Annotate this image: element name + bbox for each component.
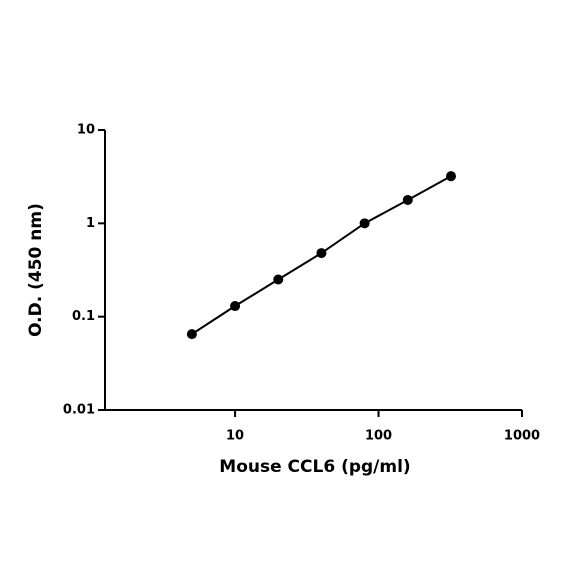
data-point	[402, 194, 413, 205]
x-axis-label: Mouse CCL6 (pg/ml)	[219, 457, 410, 477]
y-axis-label: O.D. (450 nm)	[26, 203, 46, 337]
data-point	[230, 301, 241, 312]
x-tick-label: 10	[226, 429, 244, 444]
data-point	[316, 248, 327, 259]
y-tick-label: 10	[77, 123, 95, 138]
x-tick-label: 1000	[504, 429, 540, 444]
data-point	[359, 218, 370, 229]
x-tick-label: 100	[365, 429, 392, 444]
y-tick-label: 0.1	[72, 309, 95, 324]
y-tick-label: 0.01	[63, 403, 95, 418]
data-point	[446, 171, 457, 182]
data-point	[273, 274, 284, 285]
y-tick-label: 1	[86, 216, 95, 231]
data-point	[186, 329, 197, 340]
